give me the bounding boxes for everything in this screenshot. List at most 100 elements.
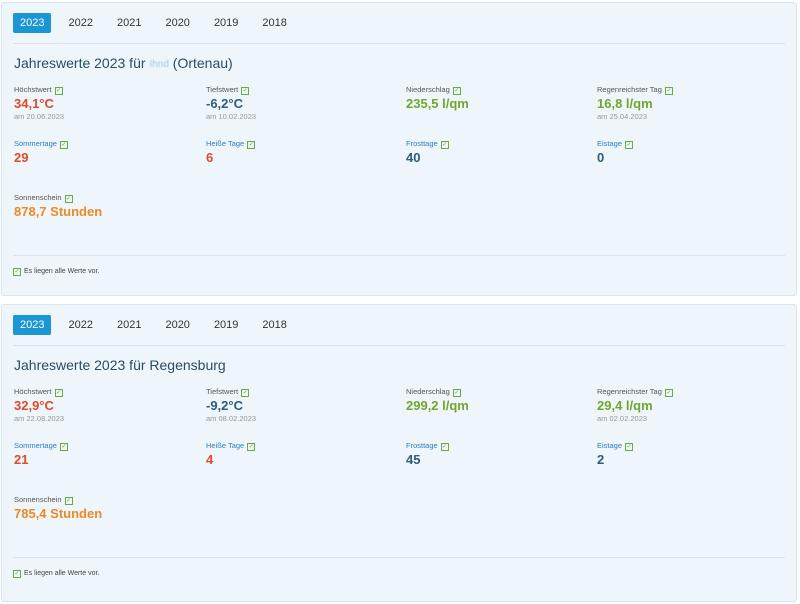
footer-text: Es liegen alle Werte vor. [24, 570, 100, 577]
check-icon: ✓ [452, 87, 461, 95]
stat-value: 6 [206, 150, 214, 165]
stat-label-text: Heiße Tage [206, 139, 245, 148]
stat-value: 299,2 l/qm [406, 398, 469, 413]
stat-label[interactable]: Heiße Tage ✓ [206, 139, 256, 149]
weather-panel: 2023 2022 2021 2020 2019 2018 Jahreswerte 202… [1, 2, 797, 296]
stat-frost: Frosttage ✓ 40 [406, 139, 449, 165]
check-icon: ✓ [13, 268, 21, 276]
stat-date: am 25.04.2023 [597, 112, 648, 121]
weather-panel: 2023 2022 2021 2020 2019 2018 Jahreswerte 202… [1, 304, 797, 602]
stat-date: am 22.08.2023 [14, 414, 65, 423]
title-prefix: Jahreswerte 2023 für Regensburg [14, 357, 226, 373]
tab-year-2018[interactable]: 2018 [262, 17, 287, 29]
stat-label[interactable]: Frosttage ✓ [406, 139, 449, 149]
stat-eis: Eistage ✓ 2 [597, 441, 634, 467]
stat-label-text: Höchstwert [14, 387, 52, 396]
stat-label: Niederschlag ✓ [406, 387, 469, 397]
page-title: Jahreswerte 2023 für Ihnd (Ortenau) [14, 55, 233, 71]
year-tabs: 2023 2022 2021 2020 2019 2018 [13, 13, 304, 33]
footer-note: ✓ Es liegen alle Werte vor. [13, 268, 99, 276]
stat-eis: Eistage ✓ 0 [597, 139, 634, 165]
divider [13, 43, 785, 44]
stat-date: am 08.02.2023 [206, 414, 257, 423]
stat-sonne: Sonnenschein ✓ 785,4 Stunden [14, 495, 102, 521]
stat-value: 2 [597, 452, 605, 467]
stat-value: 0 [597, 150, 605, 165]
stat-label[interactable]: Frosttage ✓ [406, 441, 449, 451]
check-icon: ✓ [452, 389, 461, 397]
tab-year-2021[interactable]: 2021 [116, 319, 142, 331]
stat-label[interactable]: Eistage ✓ [597, 139, 634, 149]
stat-label-text: Frosttage [406, 139, 438, 148]
stat-label-text: Eistage [597, 139, 623, 148]
check-icon: ✓ [64, 195, 73, 203]
check-icon: ✓ [59, 141, 68, 149]
check-icon: ✓ [664, 87, 673, 95]
stat-nieder: Niederschlag ✓ 235,5 l/qm [406, 85, 469, 111]
divider [13, 345, 785, 346]
tab-year-2018[interactable]: 2018 [262, 319, 287, 331]
tab-year-2019[interactable]: 2019 [213, 319, 239, 331]
stat-label-text: Tiefstwert [206, 85, 239, 94]
stat-label-text: Sommertage [14, 139, 57, 148]
stat-label: Regenreichster Tag ✓ [597, 387, 673, 397]
stat-date: am 10.02.2023 [206, 112, 257, 121]
tab-year-2023[interactable]: 2023 [13, 13, 52, 33]
stat-value: 29 [14, 150, 29, 165]
stat-value: 34,1°C [14, 96, 54, 111]
stat-label-text: Sommertage [14, 441, 57, 450]
check-icon: ✓ [54, 389, 63, 397]
check-icon: ✓ [625, 141, 634, 149]
stat-label-text: Frosttage [406, 441, 438, 450]
check-icon: ✓ [241, 389, 250, 397]
stat-tief: Tiefstwert ✓ -6,2°C am 10.02.2023 [206, 85, 256, 121]
stat-hoechst: Höchstwert ✓ 32,9°C am 22.08.2023 [14, 387, 64, 423]
stat-label-text: Heiße Tage [206, 441, 245, 450]
year-tabs: 2023 2022 2021 2020 2019 2018 [13, 315, 304, 335]
stat-value: -6,2°C [206, 96, 243, 111]
stat-heiss: Heiße Tage ✓ 4 [206, 441, 256, 467]
stat-nieder: Niederschlag ✓ 299,2 l/qm [406, 387, 469, 413]
check-icon: ✓ [247, 443, 256, 451]
tab-year-2019[interactable]: 2019 [213, 17, 239, 29]
stat-label[interactable]: Sommertage ✓ [14, 139, 68, 149]
stat-value: 40 [406, 150, 421, 165]
tab-year-2022[interactable]: 2022 [68, 319, 93, 331]
stat-label: Sonnenschein ✓ [14, 193, 102, 203]
stat-label[interactable]: Heiße Tage ✓ [206, 441, 256, 451]
tab-year-2021[interactable]: 2021 [116, 17, 142, 29]
stat-label: Tiefstwert ✓ [206, 387, 256, 397]
check-icon: ✓ [440, 443, 449, 451]
tab-year-2020[interactable]: 2020 [165, 319, 190, 331]
stat-label-text: Niederschlag [406, 387, 450, 396]
check-icon: ✓ [13, 570, 21, 578]
stat-label[interactable]: Eistage ✓ [597, 441, 634, 451]
check-icon: ✓ [64, 497, 73, 505]
stat-value: 45 [406, 452, 421, 467]
check-icon: ✓ [54, 87, 63, 95]
stat-heiss: Heiße Tage ✓ 6 [206, 139, 256, 165]
stat-label-text: Eistage [597, 441, 623, 450]
stat-label: Niederschlag ✓ [406, 85, 469, 95]
tab-year-2022[interactable]: 2022 [68, 17, 93, 29]
stat-label: Höchstwert ✓ [14, 387, 64, 397]
check-icon: ✓ [241, 87, 250, 95]
stat-label-text: Regenreichster Tag [597, 85, 662, 94]
tab-year-2020[interactable]: 2020 [165, 17, 190, 29]
divider [13, 255, 785, 256]
title-prefix: Jahreswerte 2023 für [14, 55, 146, 71]
tab-year-2023[interactable]: 2023 [13, 315, 52, 335]
stat-label-text: Höchstwert [14, 85, 52, 94]
footer-note: ✓ Es liegen alle Werte vor. [13, 570, 99, 578]
page-title: Jahreswerte 2023 für Regensburg [14, 357, 226, 373]
stat-label[interactable]: Sommertage ✓ [14, 441, 68, 451]
stat-label-text: Sonnenschein [14, 193, 62, 202]
stat-sommer: Sommertage ✓ 29 [14, 139, 68, 165]
stat-label-text: Sonnenschein [14, 495, 62, 504]
stat-value: 21 [14, 452, 29, 467]
stat-sommer: Sommertage ✓ 21 [14, 441, 68, 467]
stat-value: -9,2°C [206, 398, 243, 413]
stat-value: 4 [206, 452, 214, 467]
check-icon: ✓ [247, 141, 256, 149]
stat-date: am 02.02.2023 [597, 414, 648, 423]
